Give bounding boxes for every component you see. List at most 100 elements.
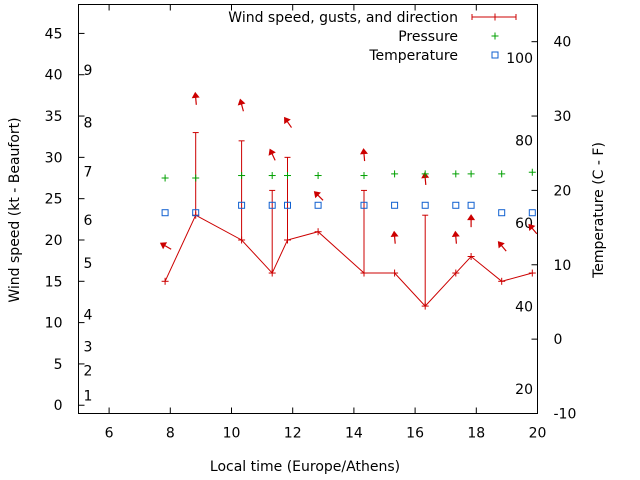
wind-arrow-head [159, 242, 168, 250]
wind-direction-arrow [237, 98, 246, 112]
fahrenheit-label: 40 [515, 299, 533, 315]
legend-label: Wind speed, gusts, and direction [228, 10, 458, 26]
x-axis-label: Local time (Europe/Athens) [210, 459, 400, 475]
beaufort-label: 2 [84, 364, 93, 380]
pressure-point [192, 174, 200, 182]
temperature-point [314, 201, 322, 209]
data-layer [159, 91, 538, 310]
beaufort-label: 3 [84, 340, 93, 356]
wind-direction-arrow [451, 230, 460, 244]
temperature-point [467, 201, 475, 209]
legend-marker [491, 51, 499, 59]
wind-arrow-head [360, 148, 368, 155]
y2-tick-label: 20 [554, 183, 572, 199]
y-tick-label: 20 [45, 233, 63, 249]
legend-marker [491, 32, 499, 40]
beaufort-label: 1 [84, 388, 93, 404]
beaufort-label: 7 [84, 164, 93, 180]
y-tick-label: 15 [45, 274, 63, 290]
y-axis-label: Wind speed (kt - Beaufort) [7, 117, 23, 302]
temperature-point [421, 201, 429, 209]
temperature-point [283, 201, 291, 209]
temperature-point [238, 201, 246, 209]
legend-label: Pressure [398, 29, 458, 45]
y-tick-label: 40 [45, 68, 63, 84]
y-tick-label: 5 [54, 357, 63, 373]
x-tick-label: 16 [406, 426, 424, 442]
wind-speed-point [268, 269, 276, 277]
x-tick-label: 8 [166, 426, 175, 442]
legend-label: Temperature [368, 48, 458, 64]
y-tick-label: 0 [54, 398, 63, 414]
y-tick-label: 10 [45, 316, 63, 332]
pressure-point [238, 172, 246, 180]
pressure-point [268, 172, 276, 180]
pressure-point [528, 168, 536, 176]
temperature-point [161, 209, 169, 217]
temperature-point [360, 201, 368, 209]
wind-direction-arrow [313, 191, 324, 201]
y-tick-label: 45 [45, 26, 63, 42]
wind-speed-point [238, 236, 246, 244]
y2-axis-label: Temperature (C - F) [591, 142, 607, 279]
pressure-point [452, 170, 460, 178]
y2-tick-label: 40 [554, 35, 572, 51]
temperature-point [452, 201, 460, 209]
wind-speed-point [192, 211, 200, 219]
axis-ticks [78, 4, 538, 414]
beaufort-label: 8 [84, 116, 93, 132]
pressure-point [498, 170, 506, 178]
y2-tick-label: -10 [554, 407, 577, 423]
y2-tick-label: 0 [554, 332, 563, 348]
plot-frame [78, 4, 538, 414]
wind-direction-arrow [360, 148, 368, 162]
temperature-point [192, 209, 200, 217]
axis-tick-labels: 6 8 10 12 14 16 18 20051015202530354045-1001020… [45, 26, 577, 441]
fahrenheit-label: 80 [515, 134, 533, 150]
beaufort-label: 6 [84, 213, 93, 229]
wind-arrow-head [268, 148, 276, 156]
legend: Wind speed, gusts, and direction Pressure… [228, 10, 517, 64]
y2-tick-label: 30 [554, 109, 572, 125]
x-tick-label: 14 [345, 426, 363, 442]
wind-speed-point [391, 269, 399, 277]
wind-direction-arrow [390, 230, 399, 244]
wind-arrow-head [451, 230, 460, 238]
wind-speed-point [360, 269, 368, 277]
wind-direction-arrow [191, 91, 200, 105]
wind-direction-arrow [497, 241, 507, 252]
wind-direction-arrow [528, 223, 538, 235]
wind-arrow-head [284, 116, 291, 125]
pressure-point [314, 172, 322, 180]
wind-arrow-head [237, 98, 246, 106]
wind-speed-point [314, 228, 322, 236]
temperature-point [498, 209, 506, 217]
pressure-point [360, 172, 368, 180]
wind-speed-line [164, 214, 533, 307]
wind-direction-arrow [159, 242, 172, 250]
beaufort-label: 4 [84, 307, 93, 323]
wind-arrow-head [191, 91, 200, 99]
y-tick-label: 25 [45, 192, 63, 208]
wind-arrow-head [497, 241, 505, 249]
fahrenheit-label: 60 [515, 216, 533, 232]
x-tick-label: 12 [284, 426, 302, 442]
wind-speed-point [452, 269, 460, 277]
wind-speed-point [528, 269, 536, 277]
beaufort-label: 9 [84, 63, 93, 79]
fahrenheit-label: 20 [515, 382, 533, 398]
beaufort-label: 5 [84, 256, 93, 272]
x-tick-label: 10 [223, 426, 241, 442]
wind-speed-point [467, 253, 475, 261]
wind-direction-arrow [268, 148, 276, 161]
y-tick-label: 35 [45, 109, 63, 125]
wind-direction-arrow [284, 116, 293, 128]
x-tick-label: 6 [105, 426, 114, 442]
wind-speed-point [283, 236, 291, 244]
pressure-point [161, 174, 169, 182]
x-tick-label: 18 [467, 426, 485, 442]
pressure-point [391, 170, 399, 178]
fahrenheit-label: 100 [506, 51, 533, 67]
wind-speed-point [498, 277, 506, 285]
